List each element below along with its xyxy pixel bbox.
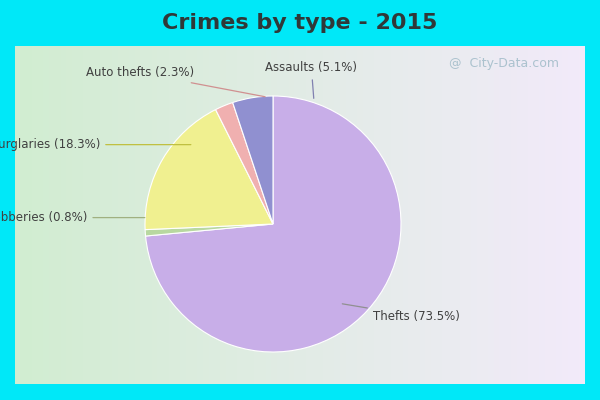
Wedge shape	[145, 224, 273, 236]
Text: Burglaries (18.3%): Burglaries (18.3%)	[0, 138, 191, 151]
Wedge shape	[145, 110, 273, 230]
Wedge shape	[215, 102, 273, 224]
Wedge shape	[146, 96, 401, 352]
Wedge shape	[233, 96, 273, 224]
Text: Thefts (73.5%): Thefts (73.5%)	[343, 304, 460, 323]
Text: Crimes by type - 2015: Crimes by type - 2015	[163, 13, 437, 33]
Text: Auto thefts (2.3%): Auto thefts (2.3%)	[86, 66, 265, 97]
Text: Robberies (0.8%): Robberies (0.8%)	[0, 211, 145, 224]
Text: @  City-Data.com: @ City-Data.com	[449, 58, 559, 70]
Text: Assaults (5.1%): Assaults (5.1%)	[265, 61, 358, 98]
